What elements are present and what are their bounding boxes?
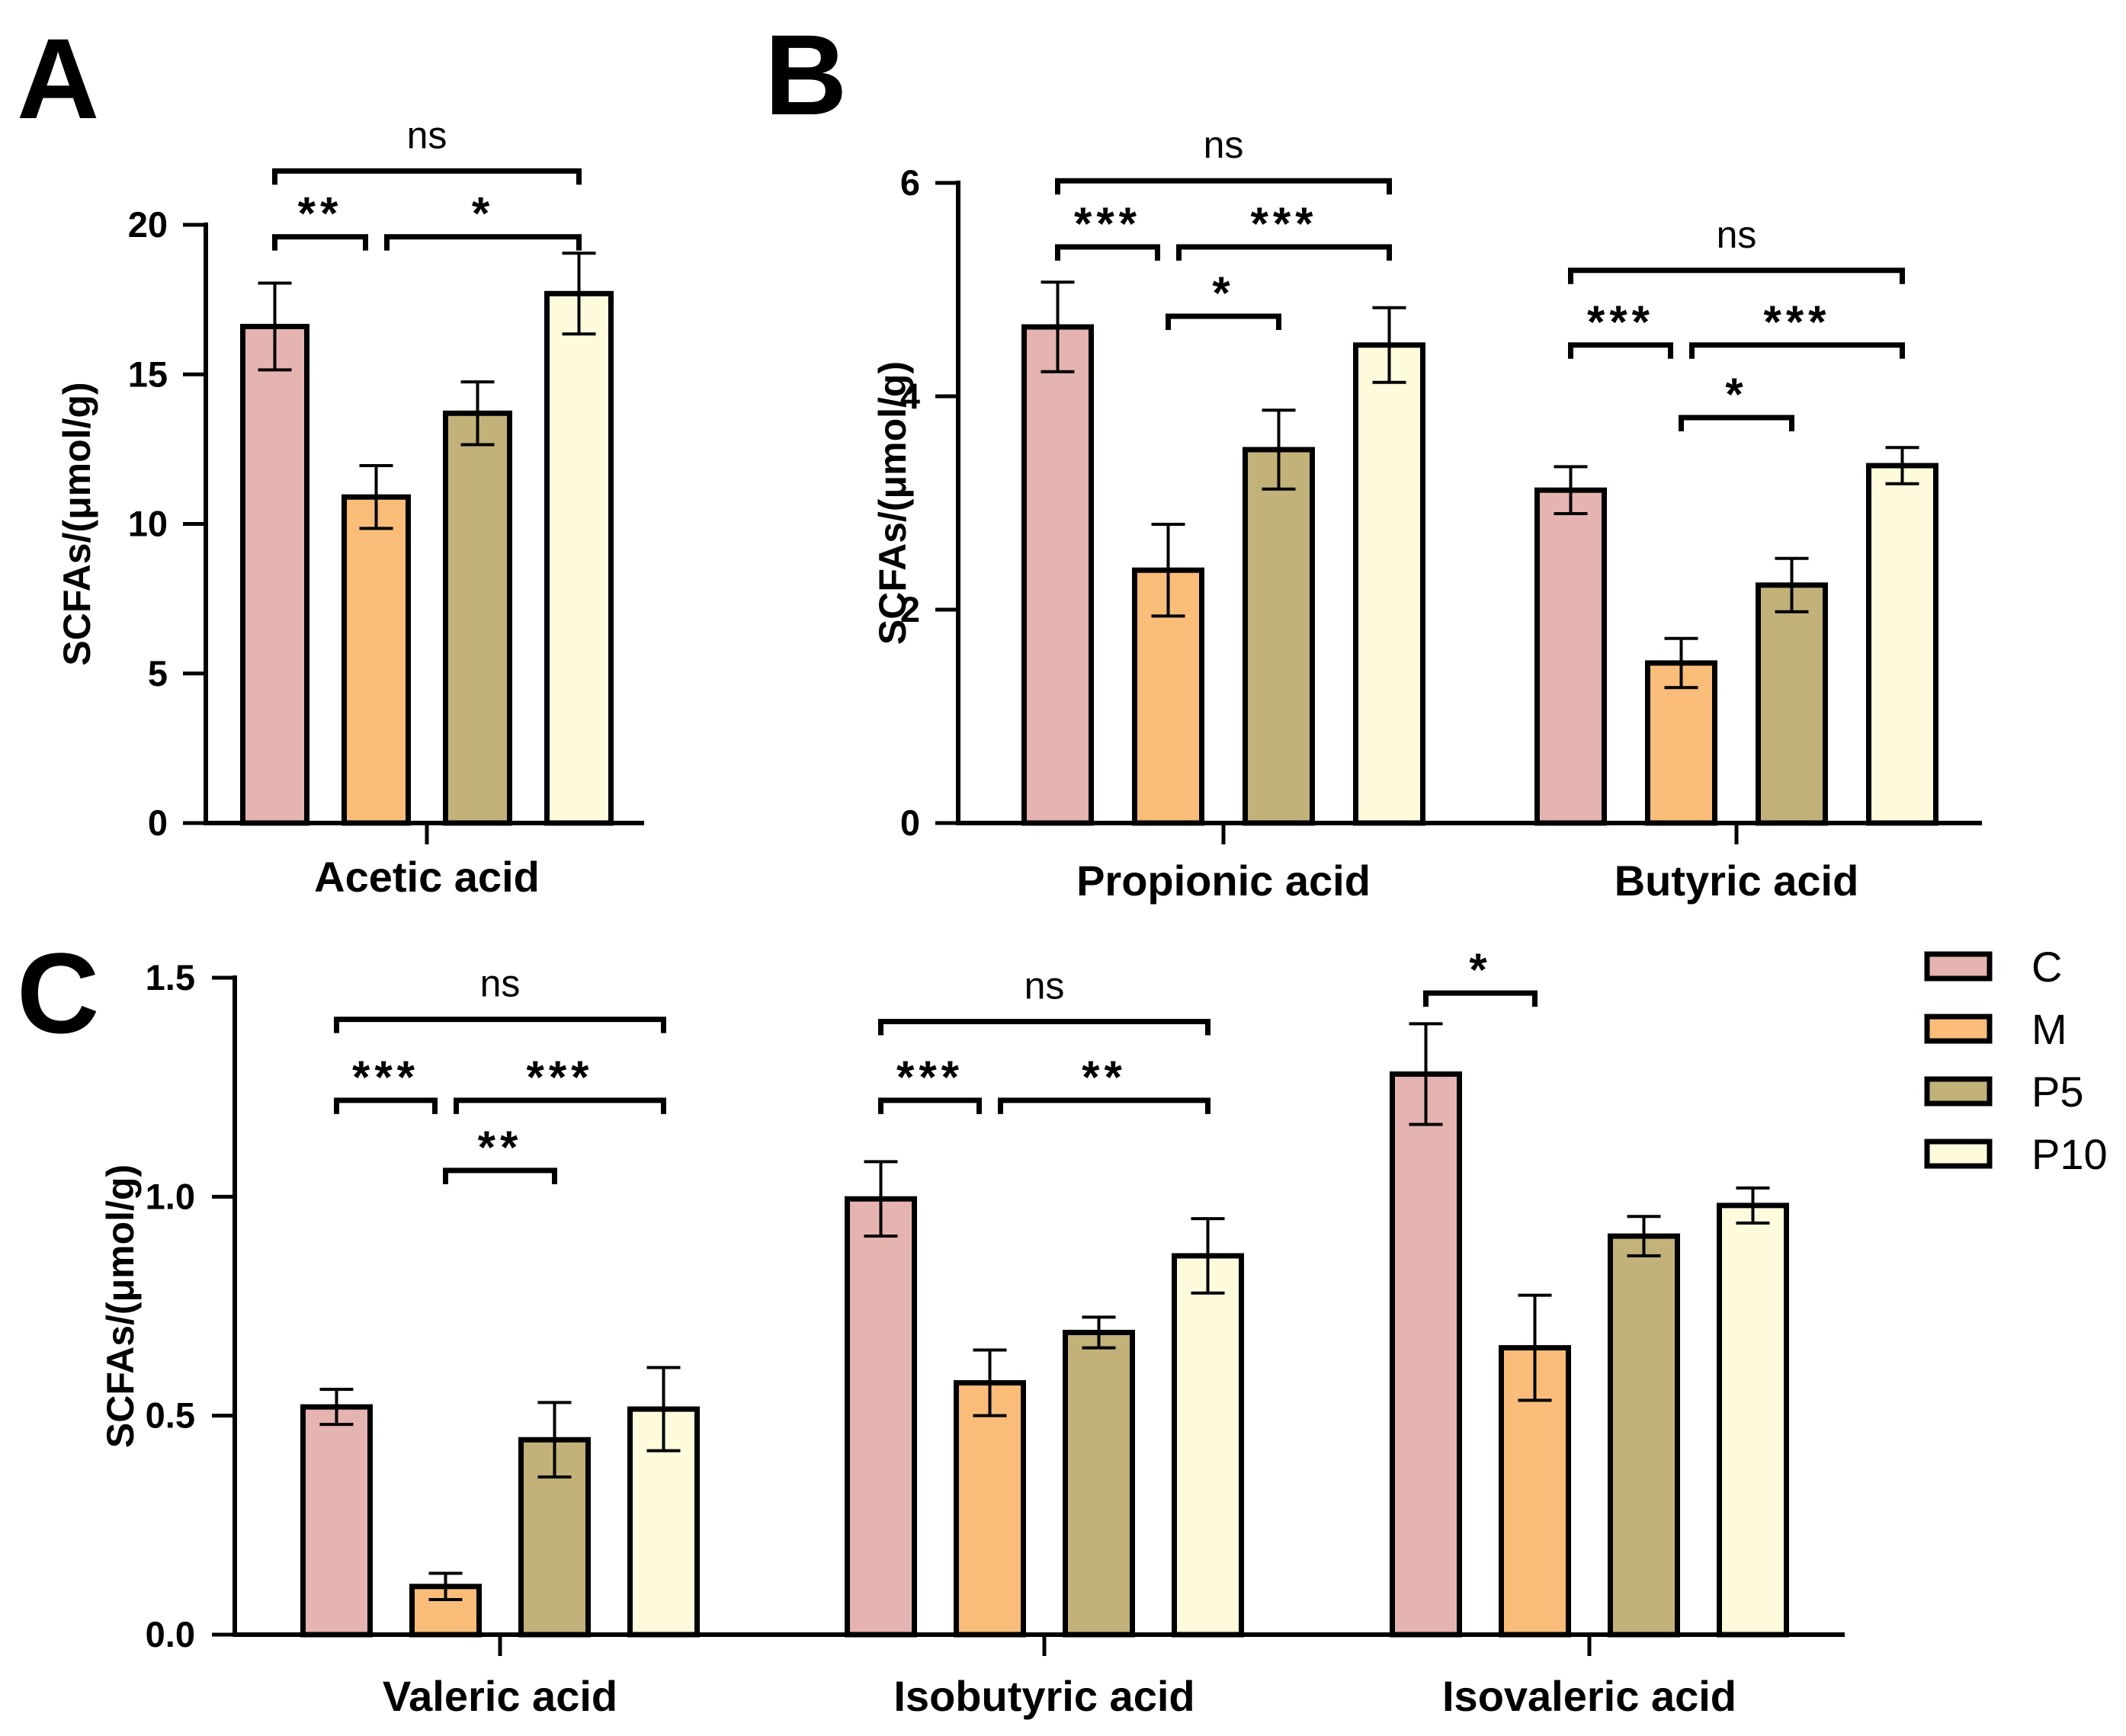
y-axis-label: SCFAs/(μmol/g)	[871, 361, 914, 645]
significance-label: **	[1082, 1052, 1127, 1103]
bar-p5	[1063, 1329, 1135, 1638]
panel-c-chart: 0.0 0.5 1.0 1.5 Valeric acid Isobutyric acid I…	[99, 944, 1845, 1720]
significance-bracket	[1423, 990, 1538, 1007]
legend-label-c: C	[2031, 943, 2062, 991]
y-tick-label: 0	[900, 802, 920, 843]
significance-bracket	[878, 1018, 1211, 1036]
significance-label: ***	[1074, 198, 1141, 249]
significance-label: ***	[526, 1052, 593, 1103]
significance-label: *	[1212, 267, 1234, 319]
x-tick-label: Isobutyric acid	[893, 1672, 1194, 1720]
bar-p10	[1866, 463, 1938, 826]
y-tick-label: 10	[128, 504, 168, 544]
x-tick-label: Valeric acid	[383, 1672, 617, 1720]
significance-label: ns	[1025, 964, 1065, 1007]
significance-label: ***	[1250, 198, 1317, 249]
y-tick-label: 0.0	[146, 1614, 195, 1654]
bar-m	[342, 494, 411, 826]
bar-c	[845, 1196, 917, 1638]
bar-p10	[1172, 1253, 1244, 1638]
significance-bracket	[1689, 342, 1905, 359]
y-tick-label: 4	[900, 376, 920, 416]
significance-label: ns	[1204, 123, 1244, 166]
significance-bracket	[272, 168, 582, 185]
legend-swatch-p10	[1924, 1139, 1993, 1169]
bar-p10	[1717, 1203, 1789, 1638]
bar-p5	[1608, 1233, 1680, 1638]
bar-p10	[544, 290, 614, 826]
bar-c	[240, 323, 309, 826]
significance-bracket	[1568, 342, 1673, 359]
legend-swatch-m	[1924, 1014, 1993, 1044]
legend: CM P5 P10	[1924, 943, 2108, 1178]
significance-label: *	[1469, 944, 1491, 995]
y-tick-label: 1.5	[146, 957, 195, 998]
bar-c	[1534, 487, 1607, 826]
y-tick-label: 0.5	[146, 1395, 195, 1436]
y-tick-label: 0	[148, 802, 168, 843]
legend-swatch-c	[1924, 951, 1993, 982]
significance-bracket	[272, 234, 368, 251]
significance-bracket	[334, 1017, 666, 1033]
bar-p5	[1756, 582, 1828, 826]
bar-m	[954, 1380, 1026, 1638]
significance-bracket	[443, 1167, 557, 1184]
bar-p5	[1243, 447, 1315, 826]
significance-bracket	[334, 1097, 438, 1114]
x-tick-label: Butyric acid	[1615, 857, 1859, 905]
significance-label: ***	[352, 1052, 419, 1103]
significance-label: *	[472, 188, 494, 239]
panel-letter-b: B	[765, 11, 847, 139]
significance-bracket	[384, 234, 582, 251]
significance-bracket	[1568, 267, 1905, 284]
significance-bracket	[1055, 244, 1160, 261]
significance-bracket	[1679, 415, 1794, 431]
significance-bracket	[1166, 313, 1281, 330]
y-axis-label: SCFAs/(μmol/g)	[99, 1164, 142, 1448]
x-tick-label: Propionic acid	[1076, 857, 1371, 905]
bar-c	[1390, 1071, 1462, 1638]
legend-label-p10: P10	[2031, 1130, 2108, 1178]
y-tick-label: 15	[128, 354, 168, 394]
legend-label-p5: P5	[2031, 1068, 2084, 1116]
significance-label: ns	[480, 962, 521, 1005]
bar-c	[300, 1404, 373, 1638]
significance-bracket	[1055, 178, 1392, 195]
significance-label: ***	[896, 1052, 964, 1103]
significance-label: ***	[1763, 296, 1830, 348]
y-axis-label: SCFAs/(μmol/g)	[56, 382, 98, 665]
significance-label: *	[1725, 369, 1747, 420]
bar-p10	[1353, 342, 1425, 826]
bar-p5	[443, 410, 512, 826]
y-tick-label: 5	[148, 653, 168, 693]
significance-label: ***	[1587, 296, 1654, 348]
y-tick-label: 20	[128, 204, 168, 245]
y-tick-label: 2	[900, 589, 920, 629]
significance-bracket	[1176, 244, 1392, 261]
panel-letter-a: A	[17, 14, 99, 143]
bar-c	[1021, 324, 1094, 826]
x-tick-label: Isovaleric acid	[1442, 1672, 1736, 1720]
significance-label: ns	[407, 114, 447, 156]
significance-label: **	[478, 1122, 523, 1173]
significance-bracket	[998, 1097, 1211, 1114]
significance-label: **	[298, 188, 343, 239]
legend-swatch-p5	[1924, 1076, 1993, 1107]
significance-bracket	[454, 1097, 666, 1114]
panel-b-chart: 0 2 4 6 Propionic acid Butyric acid SCFAs/(μmo…	[871, 123, 1982, 905]
x-tick-label: Acetic acid	[314, 853, 540, 901]
legend-label-m: M	[2031, 1005, 2067, 1053]
significance-label: ns	[1717, 213, 1757, 256]
y-tick-label: 6	[900, 162, 920, 203]
panel-letter-c: C	[17, 929, 99, 1057]
y-tick-label: 1.0	[146, 1176, 195, 1216]
significance-bracket	[878, 1097, 982, 1114]
